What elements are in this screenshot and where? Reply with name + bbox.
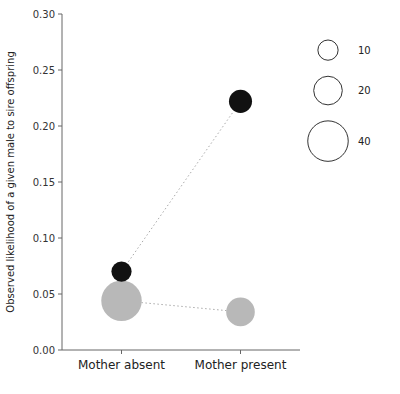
connector-line	[122, 101, 241, 271]
legend-symbol	[314, 76, 343, 105]
plot-area	[101, 90, 255, 326]
y-axis: 0.00 0.05 0.10 0.15 0.20 0.25 0.30	[33, 9, 62, 356]
bubble	[101, 280, 141, 320]
bubble	[226, 298, 255, 327]
bubble	[111, 261, 131, 281]
legend-label: 20	[358, 85, 371, 96]
y-tick-label: 0.00	[33, 345, 55, 356]
legend-label: 40	[358, 136, 371, 147]
size-legend: 10 20 40	[308, 40, 371, 161]
x-tick	[121, 350, 122, 354]
chart: 0.00 0.05 0.10 0.15 0.20 0.25 0.30 Observed lik…	[0, 0, 400, 394]
x-tick-label: Mother absent	[78, 358, 165, 372]
x-axis: Mother absent Mother present	[62, 350, 300, 372]
y-tick	[58, 14, 62, 15]
y-tick-label: 0.25	[33, 65, 55, 76]
y-tick-label: 0.30	[33, 9, 55, 20]
x-tick	[240, 350, 241, 354]
legend-symbol	[308, 121, 348, 161]
y-tick-label: 0.15	[33, 177, 55, 188]
y-tick-label: 0.10	[33, 233, 55, 244]
y-tick	[58, 182, 62, 183]
legend-symbol	[318, 40, 338, 60]
x-tick-label: Mother present	[195, 358, 287, 372]
y-tick	[58, 70, 62, 71]
y-tick-label: 0.20	[33, 121, 55, 132]
y-tick-label: 0.05	[33, 289, 55, 300]
y-tick	[58, 126, 62, 127]
y-axis-label: Observed likelihood of a given male to s…	[5, 51, 16, 312]
bubble	[229, 90, 252, 113]
y-tick	[58, 238, 62, 239]
x-axis-line	[62, 350, 300, 351]
y-tick	[58, 350, 62, 351]
y-tick	[58, 294, 62, 295]
legend-label: 10	[358, 45, 371, 56]
